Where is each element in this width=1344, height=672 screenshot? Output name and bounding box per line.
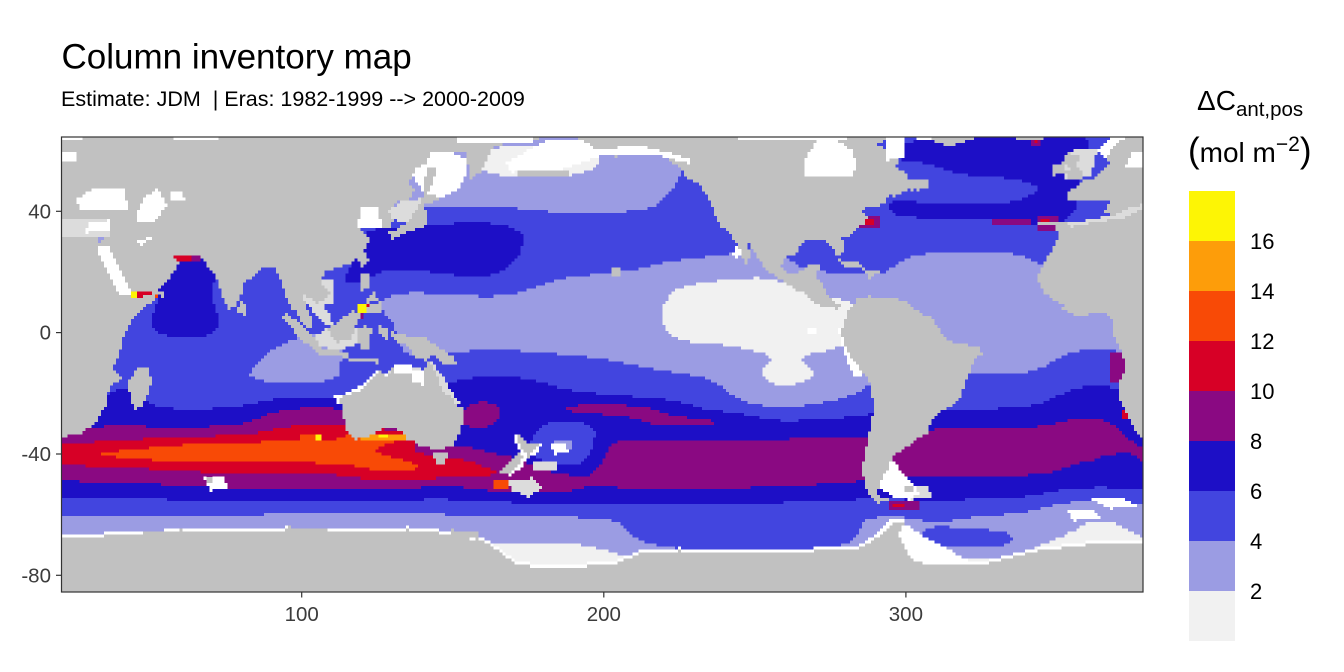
svg-text:10: 10 (1250, 379, 1274, 404)
svg-text:40: 40 (28, 200, 51, 223)
svg-text:Column inventory map: Column inventory map (62, 38, 412, 77)
svg-text:14: 14 (1250, 279, 1274, 304)
svg-text:Estimate: JDM | Eras: 1982-19: Estimate: JDM | Eras: 1982-1999 --> 2000… (61, 87, 525, 111)
svg-text:-80: -80 (21, 564, 51, 587)
svg-text:300: 300 (889, 603, 923, 626)
svg-text:8: 8 (1250, 429, 1262, 454)
svg-text:4: 4 (1250, 529, 1262, 554)
svg-text:0: 0 (40, 322, 51, 345)
svg-text:12: 12 (1250, 329, 1274, 354)
svg-text:2: 2 (1250, 579, 1262, 604)
svg-text:16: 16 (1250, 229, 1274, 254)
svg-text:200: 200 (587, 603, 621, 626)
svg-text:100: 100 (285, 603, 319, 626)
svg-text:6: 6 (1250, 479, 1262, 504)
svg-text:-40: -40 (21, 443, 51, 466)
